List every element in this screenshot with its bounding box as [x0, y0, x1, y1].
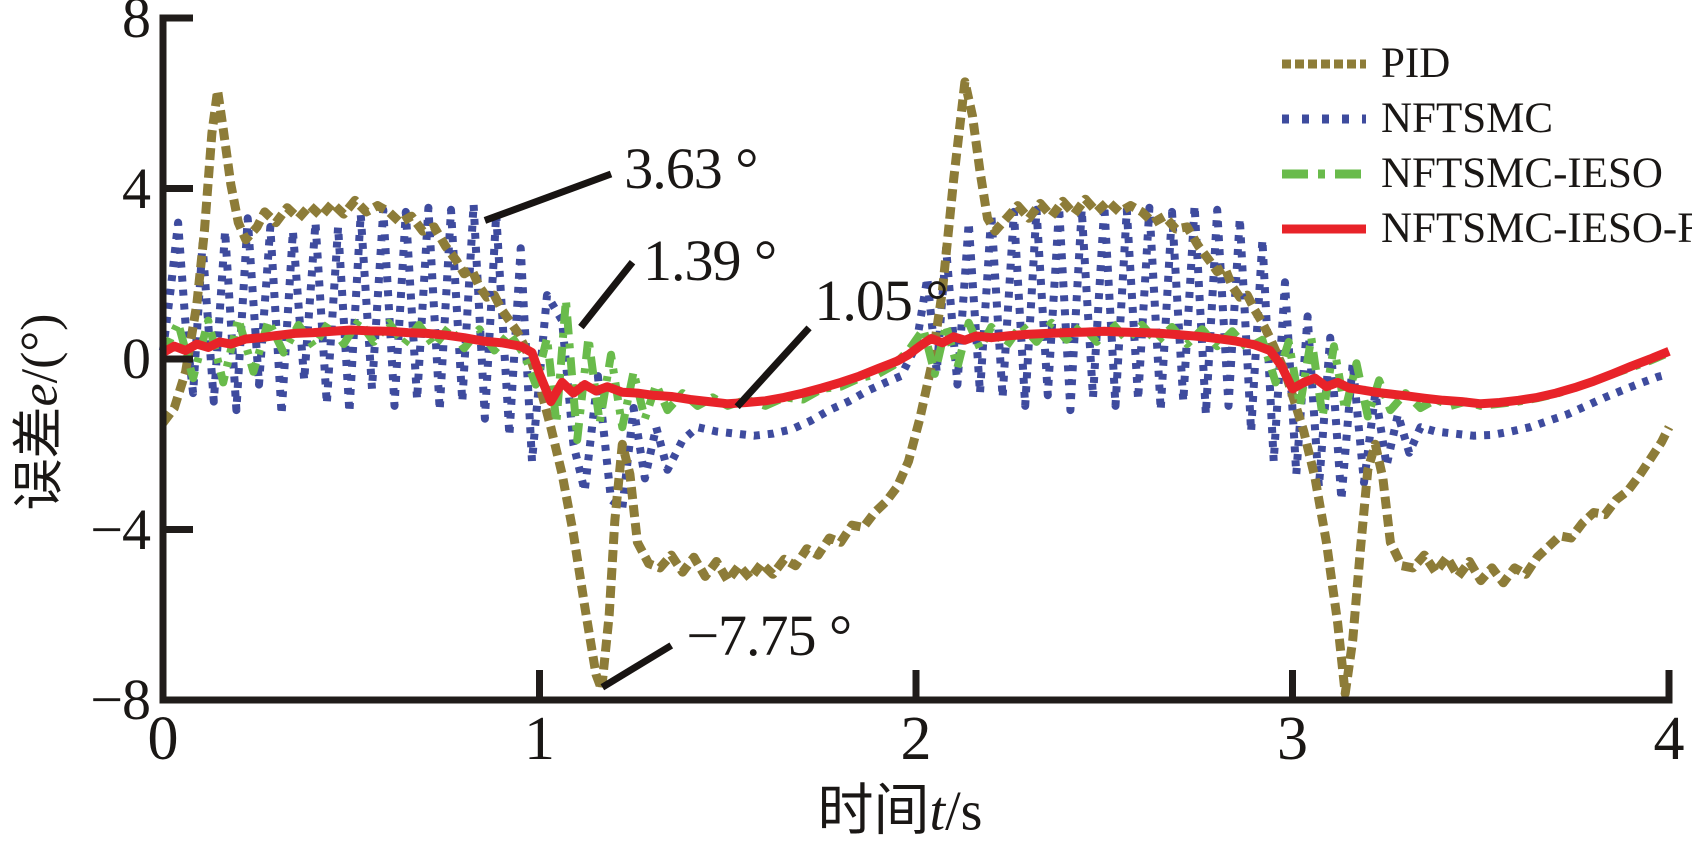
- y-tick-label: 8: [122, 0, 151, 50]
- legend-line-nftsmc-ieso-icon: [1282, 169, 1366, 178]
- legend-label-nftsmc-ieso: NFTSMC-IESO: [1381, 150, 1663, 197]
- annotation-peak-1-05: 1.05 °: [814, 268, 948, 334]
- annotation-peak-1-39: 1.39 °: [643, 227, 777, 293]
- x-tick-label: 2: [900, 705, 932, 773]
- x-tick-label: 0: [147, 705, 179, 773]
- legend-line-nftsmc-ieso-f-icon: [1282, 224, 1366, 233]
- annotation-leader-line: [600, 642, 674, 691]
- legend-line-nftsmc-icon: [1282, 114, 1366, 123]
- legend-item-pid: PID: [1280, 36, 1692, 91]
- x-axis-title: 时间t/s: [818, 766, 983, 847]
- legend: PID NFTSMC NFTSMC-IESO NFTSMC-IESO-F: [1280, 36, 1692, 256]
- legend-label-nftsmc-ieso-f: NFTSMC-IESO-F: [1381, 205, 1692, 252]
- annotation-leader-line: [483, 170, 613, 224]
- annotation-peak-3-63: 3.63 °: [624, 136, 758, 202]
- y-axis-title-cn: 误差: [11, 406, 69, 511]
- x-axis-title-unit: /s: [945, 780, 983, 843]
- legend-item-nftsmc: NFTSMC: [1280, 91, 1692, 146]
- legend-label-pid: PID: [1381, 40, 1451, 87]
- x-tick-label: 1: [524, 705, 555, 773]
- annotation-leader-line: [578, 260, 636, 330]
- series-line-nftsmc-ieso-f: [160, 325, 1671, 409]
- annotation-leader-line: [734, 325, 812, 410]
- y-tick-label: −8: [90, 667, 151, 732]
- x-axis-title-cn: 时间: [817, 780, 930, 843]
- legend-item-nftsmc-ieso: NFTSMC-IESO: [1280, 146, 1692, 201]
- x-tick-label: 4: [1653, 705, 1685, 773]
- y-tick-label: 4: [122, 155, 151, 221]
- x-axis-title-variable: t: [929, 780, 946, 843]
- legend-label-nftsmc: NFTSMC: [1381, 95, 1554, 142]
- series-line-nftsmc-ieso: [159, 295, 1671, 444]
- x-tick-label: 3: [1277, 705, 1308, 773]
- legend-item-nftsmc-ieso-f: NFTSMC-IESO-F: [1280, 201, 1692, 256]
- series-line-pid: [159, 77, 1674, 699]
- legend-line-pid-icon: [1282, 59, 1366, 68]
- y-tick-label: −4: [90, 496, 151, 562]
- y-tick-label: 0: [122, 326, 151, 391]
- annotation-peak-neg-7-75: −7.75 °: [686, 603, 852, 669]
